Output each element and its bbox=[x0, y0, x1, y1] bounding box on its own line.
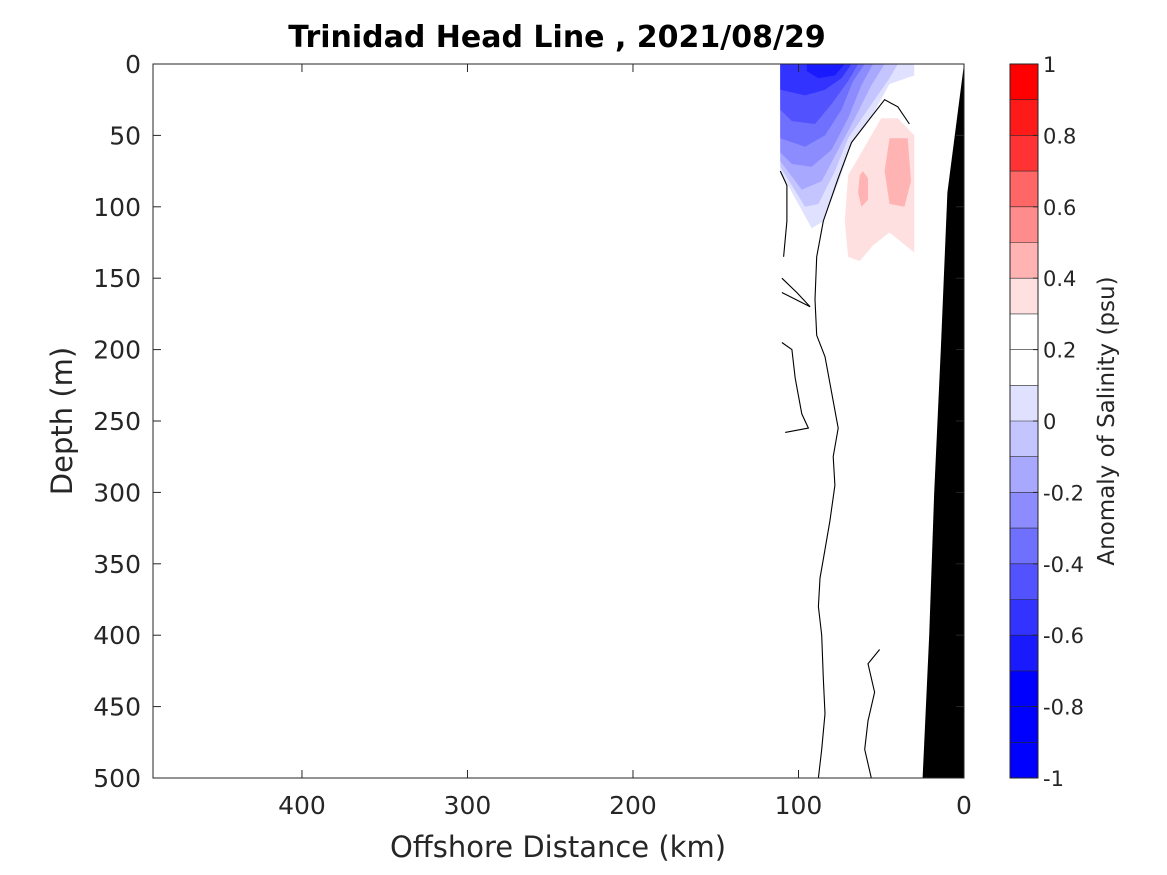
x-axis-ticks: 400 300 200 100 0 bbox=[278, 64, 972, 820]
colorbar-segment bbox=[1010, 313, 1038, 350]
colorbar-segment bbox=[1010, 206, 1038, 243]
y-tick-label: 200 bbox=[93, 336, 141, 365]
y-tick-label: 350 bbox=[93, 550, 141, 579]
colorbar-tick-label: -1 bbox=[1043, 767, 1064, 791]
zero-contour-line-2 bbox=[781, 277, 811, 308]
colorbar-segment bbox=[1010, 99, 1038, 136]
plot-background bbox=[153, 64, 964, 778]
colorbar-tick-label: 0.2 bbox=[1043, 339, 1076, 363]
colorbar-label: Anomaly of Salinity (psu) bbox=[1094, 276, 1120, 565]
colorbar-segment bbox=[1010, 706, 1038, 743]
colorbar-tick-label: -0.8 bbox=[1043, 696, 1084, 720]
colorbar-segment bbox=[1010, 171, 1038, 208]
y-axis-label: Depth (m) bbox=[45, 347, 79, 495]
zero-contour-line-4 bbox=[864, 649, 881, 779]
x-tick-label: 200 bbox=[609, 791, 657, 820]
colorbar-tick-label: -0.4 bbox=[1043, 553, 1084, 577]
colorbar-tick-label: 0.8 bbox=[1043, 124, 1076, 148]
colorbar-segment bbox=[1010, 528, 1038, 565]
colorbar-tick-label: 0.6 bbox=[1043, 196, 1076, 220]
colorbar-segment bbox=[1010, 349, 1038, 386]
y-tick-label: 100 bbox=[93, 193, 141, 222]
contour-band-7 bbox=[806, 64, 845, 79]
colorbar-segment bbox=[1010, 278, 1038, 315]
colorbar-tick-label: 0.4 bbox=[1043, 267, 1076, 291]
y-tick-label: 450 bbox=[93, 693, 141, 722]
bathymetry bbox=[922, 64, 964, 778]
colorbar-segment bbox=[1010, 385, 1038, 422]
colorbar-tick-label: 0 bbox=[1043, 410, 1056, 434]
colorbar-tick-label: 1 bbox=[1043, 53, 1056, 77]
colorbar-segment bbox=[1010, 742, 1038, 779]
colorbar-segment bbox=[1010, 599, 1038, 636]
colorbar-segment bbox=[1010, 563, 1038, 600]
y-tick-label: 500 bbox=[93, 764, 141, 793]
x-tick-label: 400 bbox=[278, 791, 326, 820]
x-tick-label: 0 bbox=[956, 791, 972, 820]
x-axis-label: Offshore Distance (km) bbox=[390, 830, 726, 864]
y-axis-ticks: 0 50 100 150 200 250 300 350 400 450 500 bbox=[93, 50, 964, 793]
colorbar-segment bbox=[1010, 456, 1038, 493]
chart-title: Trinidad Head Line , 2021/08/29 bbox=[288, 20, 825, 55]
contour-fills bbox=[780, 64, 915, 262]
plot-area bbox=[152, 63, 965, 779]
colorbar: 1 0.8 0.6 0.4 0.2 0 -0.2 -0.4 -0.6 -0.8 -1 bbox=[1009, 53, 1084, 791]
seafloor-shape bbox=[922, 64, 964, 778]
zero-contour-line-3 bbox=[781, 342, 810, 433]
colorbar-segment bbox=[1010, 492, 1038, 529]
contour-band-10 bbox=[858, 171, 868, 207]
y-tick-label: 150 bbox=[93, 264, 141, 293]
zero-contour-lines bbox=[779, 98, 910, 779]
zero-contour-line-1 bbox=[779, 170, 788, 257]
colorbar-segment bbox=[1010, 64, 1038, 100]
x-tick-label: 300 bbox=[444, 791, 492, 820]
y-tick-label: 0 bbox=[125, 50, 141, 79]
colorbar-segment bbox=[1010, 635, 1038, 672]
y-tick-label: 300 bbox=[93, 478, 141, 507]
colorbar-tick-label: -0.2 bbox=[1043, 481, 1084, 505]
y-tick-label: 400 bbox=[93, 621, 141, 650]
y-tick-label: 250 bbox=[93, 407, 141, 436]
colorbar-segment bbox=[1010, 135, 1038, 172]
colorbar-segment bbox=[1010, 242, 1038, 279]
colorbar-tick-label: -0.6 bbox=[1043, 624, 1084, 648]
y-tick-label: 50 bbox=[109, 121, 141, 150]
zero-contour-line-0 bbox=[814, 98, 910, 779]
colorbar-segment bbox=[1010, 670, 1038, 707]
contour-band-9 bbox=[884, 138, 911, 207]
colorbar-segment bbox=[1010, 421, 1038, 457]
x-tick-label: 100 bbox=[775, 791, 823, 820]
